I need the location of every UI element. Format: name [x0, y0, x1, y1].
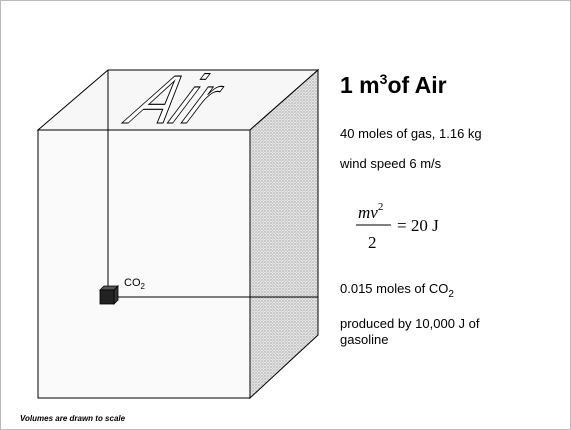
formula-numerator: mv2: [358, 201, 383, 222]
numerator: mv: [358, 203, 378, 222]
title-base: 1 m: [340, 72, 380, 98]
formula-denominator: 2: [368, 233, 377, 252]
gas-text: 40 moles of gas, 1.16 kg: [340, 126, 482, 141]
co2-label: CO2: [124, 277, 146, 291]
wind-text: wind speed 6 m/s: [339, 156, 442, 171]
co2-label-base: CO: [124, 277, 141, 289]
title-sup: 3: [380, 71, 388, 87]
exponent: 2: [378, 201, 384, 213]
title-rest: of Air: [387, 72, 446, 98]
formula-result: = 20 J: [397, 216, 439, 235]
produced-text: gasoline: [340, 332, 388, 347]
co2-text-sub: 2: [448, 289, 454, 300]
produced-text: produced by 10,000 J of: [340, 316, 480, 331]
co2-text-base: 0.015 moles of CO: [340, 281, 448, 296]
title: 1 m3of Air: [340, 71, 447, 98]
co2-cube-front: [99, 289, 115, 305]
co2-text: 0.015 moles of CO2: [340, 281, 454, 300]
co2-label-sub: 2: [141, 282, 146, 291]
footer: Volumes are drawn to scale: [20, 414, 126, 423]
cube-front: [37, 129, 251, 399]
